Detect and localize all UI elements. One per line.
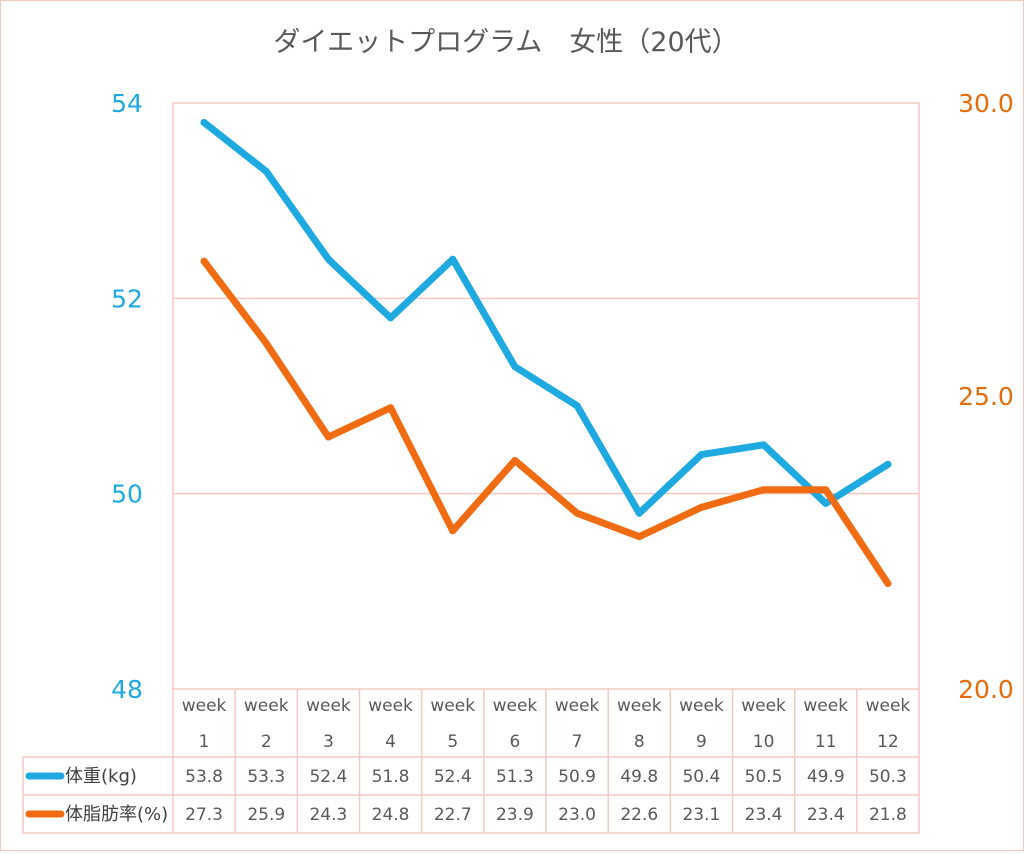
x-tick-label: week [679,696,724,716]
left-axis: 54 52 50 48 [111,89,143,704]
left-axis-tick-label: 50 [111,480,143,509]
x-tick-label: week [306,696,351,716]
x-tick-label: week [866,696,911,716]
data-label-series-1: 50.5 [745,767,783,787]
series-2-point [697,503,705,511]
data-label-series-1: 52.4 [309,767,347,787]
series-1-point [511,363,519,371]
right-axis-tick-label: 25.0 [958,382,1014,411]
x-tick-label: week [741,696,786,716]
x-tick-label: 6 [510,732,521,752]
series-1-point [822,499,830,507]
data-label-series-1: 50.3 [869,767,907,787]
data-label-series-2: 23.1 [682,805,720,825]
data-label-series-1: 51.8 [372,767,410,787]
series-1-point [573,402,581,410]
x-tick-label: week [368,696,413,716]
series-2-point [262,339,270,347]
series-line-1 [200,119,892,517]
data-label-series-1: 53.3 [247,767,285,787]
series-2-point [200,257,208,265]
series-2-point [449,527,457,535]
chart-title: ダイエットプログラム 女性（20代） [273,27,738,58]
data-label-series-2: 27.3 [185,805,223,825]
x-tick-label: 10 [753,732,775,752]
data-label-series-2: 23.9 [496,805,534,825]
series-1-point [200,119,208,127]
data-label-series-2: 24.8 [372,805,410,825]
data-label-series-1: 53.8 [185,767,223,787]
data-label-series-2: 25.9 [247,805,285,825]
x-tick-label: 3 [323,732,334,752]
left-axis-tick-label: 48 [111,675,143,704]
data-label-series-1: 50.4 [682,767,720,787]
grid-layer [172,102,920,690]
series-2-point [573,509,581,517]
x-tick-label: week [617,696,662,716]
data-label-series-1: 52.4 [434,767,472,787]
x-tick-label: 11 [815,732,837,752]
series-1-point [760,441,768,449]
series-1-point [324,255,332,263]
series-1-point [884,460,892,468]
x-tick-label: 4 [385,732,396,752]
left-axis-tick-label: 54 [111,89,143,118]
data-label-series-2: 23.4 [745,805,783,825]
series-2-point [822,486,830,494]
series-2-point [760,486,768,494]
series-2-point [324,433,332,441]
x-tick-label: week [182,696,227,716]
series-line-2 [200,257,892,588]
series-1-point [262,167,270,175]
x-tick-label: week [430,696,475,716]
data-label-series-1: 51.3 [496,767,534,787]
legend-label-2: 体脂肪率(%) [65,804,168,825]
plot-border [172,102,920,690]
series-2-point [884,580,892,588]
series-1-point [387,314,395,322]
series-1-point [697,451,705,459]
x-tick-label: week [803,696,848,716]
data-table: week 1 week 2 week 3 week 4 week 5 week 6 week 7 week 8… [22,689,920,834]
right-axis-tick-label: 30.0 [958,89,1014,118]
data-label-series-2: 22.6 [620,805,658,825]
data-label-series-1: 49.8 [620,767,658,787]
x-tick-label: 8 [634,732,645,752]
x-tick-label: week [493,696,538,716]
legend-label-1: 体重(kg) [65,766,137,787]
x-tick-label: 2 [261,732,272,752]
x-tick-label: 1 [199,732,210,752]
series-1-point [635,509,643,517]
left-axis-tick-label: 52 [111,284,143,313]
data-label-series-2: 23.4 [807,805,845,825]
x-tick-label: 7 [572,732,583,752]
data-label-series-1: 50.9 [558,767,596,787]
data-label-series-2: 23.0 [558,805,596,825]
x-tick-label: 5 [447,732,458,752]
x-tick-label: week [555,696,600,716]
data-label-series-2: 24.3 [309,805,347,825]
x-tick-label: 9 [696,732,707,752]
x-tick-label: week [244,696,289,716]
data-label-series-1: 49.9 [807,767,845,787]
data-label-series-2: 21.8 [869,805,907,825]
series-2-point [511,456,519,464]
series-2-point [635,533,643,541]
series-2-point [387,404,395,412]
right-axis-tick-label: 20.0 [958,675,1014,704]
data-label-series-2: 22.7 [434,805,472,825]
right-axis: 30.0 25.0 20.0 [958,89,1014,704]
series-layer [200,119,892,588]
series-1-point [449,255,457,263]
x-tick-label: 12 [877,732,899,752]
